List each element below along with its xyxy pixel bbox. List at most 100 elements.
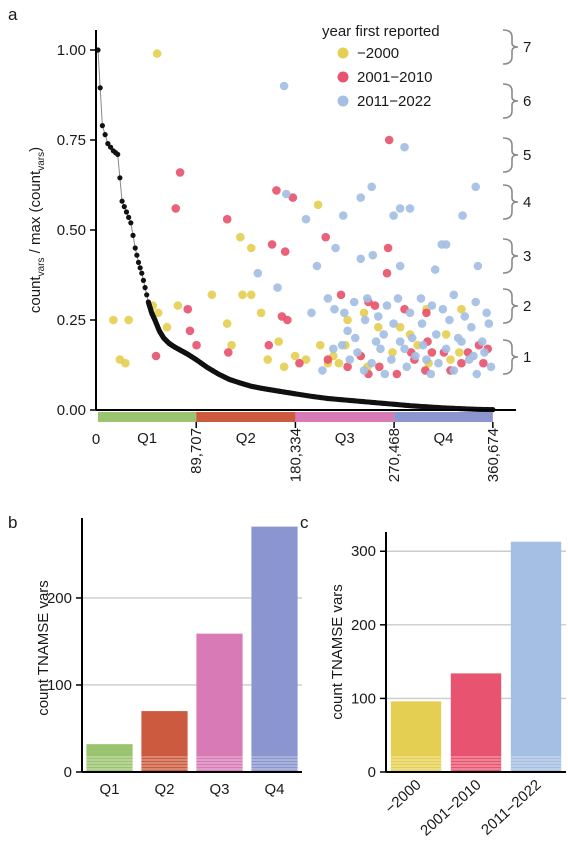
rank-curve-point (121, 204, 127, 210)
scatter-point-pre2000 (446, 355, 455, 364)
count-bracket (502, 184, 519, 220)
scatter-point-y2011_2022 (469, 351, 478, 361)
count-bracket-label: 1 (523, 349, 531, 366)
scatter-point-pre2000 (279, 362, 289, 372)
scatter-point-y2011_2022 (417, 319, 427, 328)
scatter-point-y2011_2022 (307, 308, 316, 318)
quartile-label-q1: Q1 (137, 430, 157, 447)
scatter-point-y2011_2022 (367, 358, 376, 368)
rank-curve-point (144, 292, 150, 298)
legend: year first reported −2000 2001−2010 2011… (322, 23, 440, 110)
scatter-point-y2011_2022 (363, 294, 372, 303)
scatter-point-pre2000 (441, 330, 451, 339)
y-axis-label-c: count TNAMSE vars (329, 584, 346, 720)
scatter-point-y2011_2022 (395, 337, 405, 346)
rank-curve-point (115, 151, 121, 157)
x-tick-label: Q4 (264, 781, 284, 798)
scatter-point-y2001_2010 (383, 243, 393, 253)
scatter-point-y2011_2022 (418, 340, 428, 350)
x-tick-label: 2001−2010 (417, 776, 484, 839)
legend-swatch-2001-2010 (337, 71, 349, 83)
x-tick-label-a: 0 (92, 431, 100, 448)
quartile-band-q1 (98, 412, 197, 422)
scatter-point-pre2000 (395, 322, 405, 332)
scatter-point-y2001_2010 (264, 340, 274, 350)
scatter-point-y2001_2010 (392, 369, 402, 379)
count-bracket (502, 83, 519, 119)
scatter-point-y2001_2010 (192, 340, 201, 350)
scatter-point-y2011_2022 (350, 333, 360, 343)
scatter-point-y2011_2022 (323, 294, 333, 303)
scatter-point-y2011_2022 (279, 81, 289, 91)
scatter-points (109, 49, 496, 379)
scatter-point-y2001_2010 (222, 214, 232, 224)
scatter-point-y2001_2010 (479, 358, 488, 368)
scatter-point-y2001_2010 (288, 193, 298, 202)
x-tick-label: Q1 (99, 781, 119, 798)
scatter-point-pre2000 (263, 355, 272, 364)
scatter-point-y2011_2022 (359, 366, 369, 375)
scatter-point-pre2000 (227, 340, 236, 350)
scatter-point-y2001_2010 (336, 290, 346, 300)
scatter-point-y2011_2022 (449, 366, 459, 375)
scatter-point-y2011_2022 (253, 268, 263, 278)
scatter-point-pre2000 (246, 290, 256, 300)
scatter-point-y2011_2022 (338, 211, 348, 220)
scatter-point-y2011_2022 (356, 193, 366, 202)
scatter-point-pre2000 (153, 308, 163, 318)
scatter-point-y2011_2022 (471, 297, 480, 307)
scatter-point-y2011_2022 (343, 326, 352, 336)
x-tick-label: −2000 (382, 776, 425, 817)
scatter-point-y2011_2022 (312, 261, 322, 271)
y-tick-label: 0 (368, 764, 376, 781)
scatter-point-y2011_2022 (400, 344, 409, 354)
scatter-point-y2011_2022 (301, 214, 311, 224)
scatter-point-y2001_2010 (323, 355, 333, 364)
quartile-label-q3: Q3 (335, 430, 355, 447)
scatter-point-y2011_2022 (382, 301, 392, 310)
y-tick-label: 100 (47, 677, 72, 694)
scatter-point-y2011_2022 (453, 333, 463, 343)
scatter-point-y2011_2022 (373, 312, 383, 321)
scatter-point-y2001_2010 (384, 135, 394, 145)
scatter-point-y2011_2022 (353, 348, 362, 357)
scatter-point-y2011_2022 (379, 330, 389, 339)
scatter-point-y2011_2022 (431, 330, 441, 339)
scatter-point-y2011_2022 (473, 261, 483, 271)
scatter-point-pre2000 (454, 348, 464, 357)
rank-curve-point (135, 259, 142, 265)
scatter-point-y2011_2022 (395, 204, 405, 213)
legend-entry-2001-2010: 2001−2010 (357, 69, 433, 86)
scatter-point-pre2000 (359, 308, 369, 318)
scatter-point-y2011_2022 (376, 344, 385, 354)
count-bracket-label: 3 (523, 248, 531, 265)
scatter-point-y2011_2022 (402, 362, 412, 372)
rank-curve-point (123, 209, 130, 215)
quartile-label-q2: Q2 (236, 430, 256, 447)
x-tick-label-a: 270,468 (386, 428, 403, 482)
scatter-point-pre2000 (124, 315, 133, 325)
rank-curve-point (105, 141, 111, 147)
scatter-point-pre2000 (236, 232, 245, 242)
count-bracket-label: 5 (523, 147, 531, 164)
bar-1 (141, 711, 188, 772)
panel-b: b count TNAMSE vars 0 100 200 Q1 Q2 Q3 Q4 (8, 513, 302, 798)
scatter-point-pre2000 (388, 348, 397, 357)
quartile-band-q2 (196, 412, 296, 422)
scatter-point-pre2000 (343, 315, 352, 325)
scatter-point-y2001_2010 (280, 247, 290, 256)
x-tick-label: Q2 (154, 781, 174, 798)
scatter-point-y2011_2022 (368, 250, 378, 260)
bar-0 (390, 701, 442, 772)
scatter-point-y2011_2022 (273, 283, 282, 292)
count-bracket (502, 137, 519, 173)
scatter-point-y2001_2010 (175, 168, 185, 177)
count-bracket-label: 6 (523, 93, 531, 110)
rank-curve-point (128, 220, 134, 226)
y-tick-label: 200 (47, 590, 72, 607)
scatter-point-y2011_2022 (356, 254, 366, 264)
y-tick-label-a: 1.00 (57, 42, 86, 59)
scatter-point-y2011_2022 (460, 312, 470, 321)
scatter-point-y2001_2010 (321, 232, 331, 242)
